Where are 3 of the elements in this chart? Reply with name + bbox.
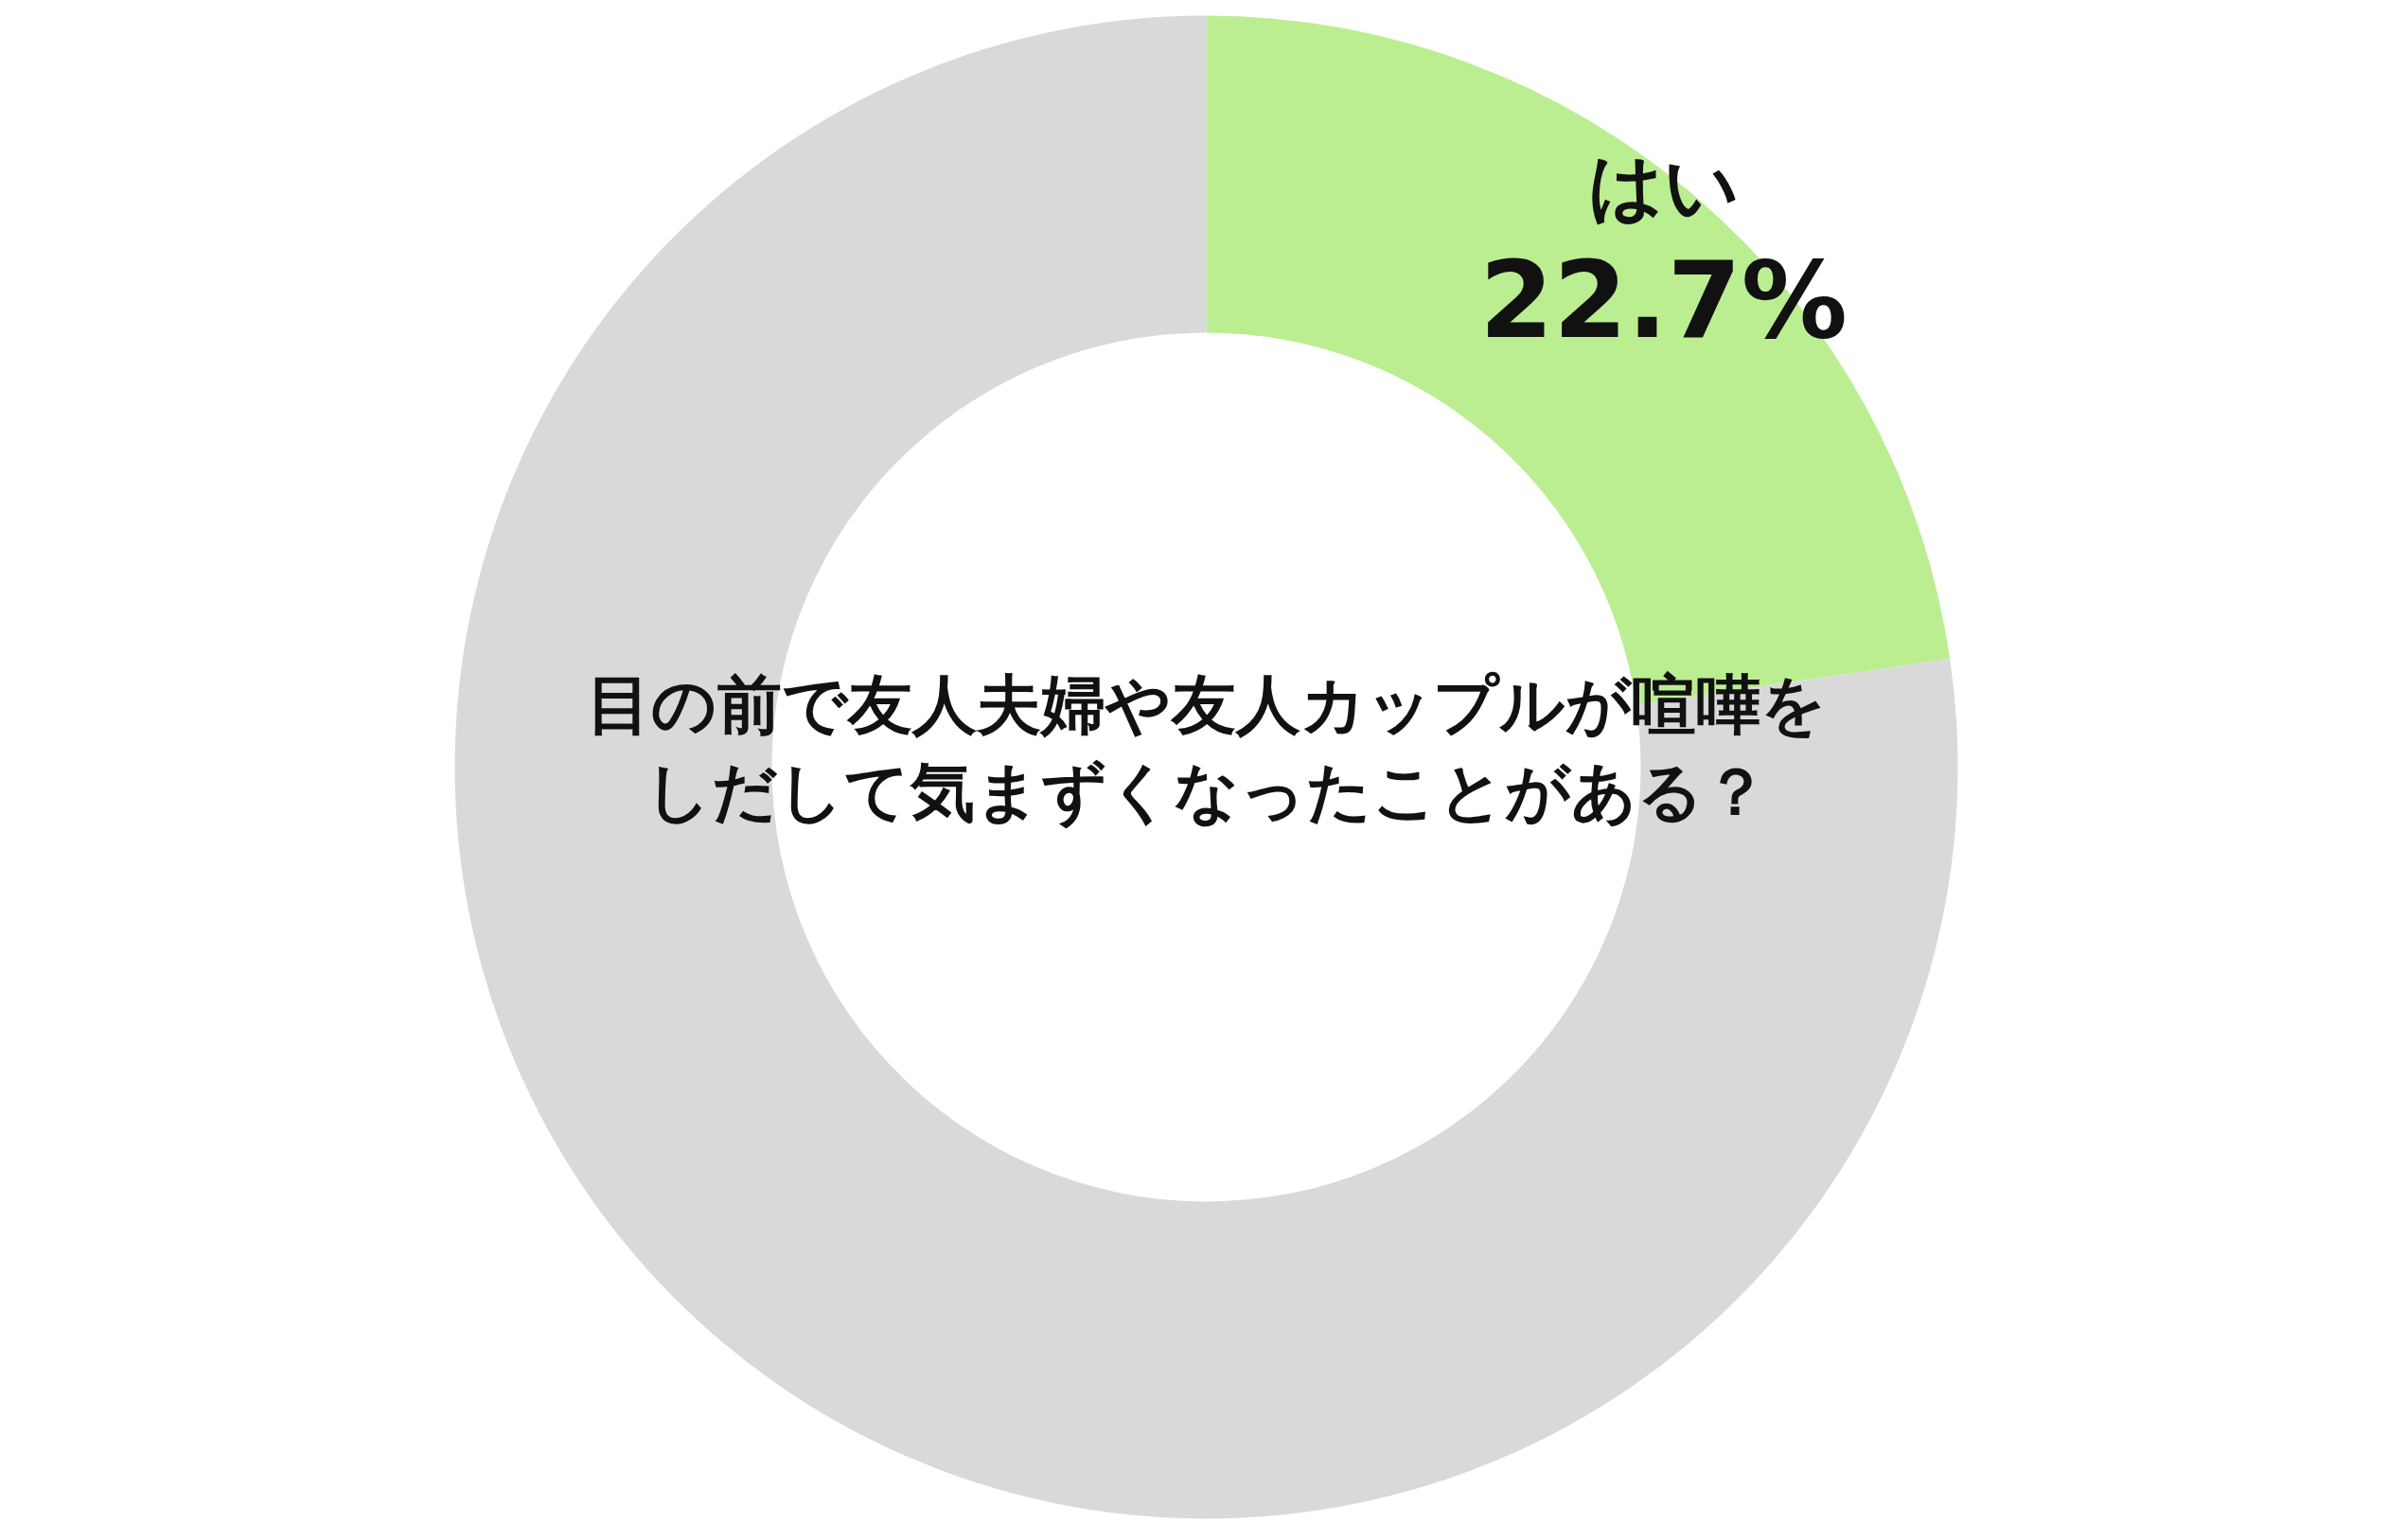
text: 目の前で友人夫婦や友人カップルが喧嘩をしだして気まずくなったことがある？ <box>586 667 1827 829</box>
slice-label: はい <box>1587 144 1740 230</box>
data-label: 22.7% <box>1479 239 1848 363</box>
